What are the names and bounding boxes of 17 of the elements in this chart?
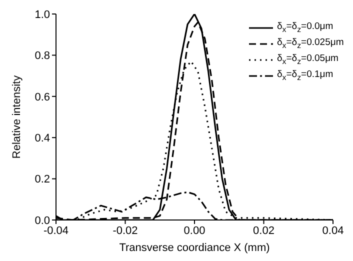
y-tick-label: 0.4 xyxy=(34,132,50,145)
y-tick-label: 0.8 xyxy=(34,50,50,62)
y-tick-label: 0.6 xyxy=(34,91,50,104)
y-tick-label: 0.2 xyxy=(34,174,50,186)
legend-label: δ$_{x}$=δ$_{z}$=0.0μm xyxy=(277,20,334,36)
y-axis-title: Relative intensity xyxy=(11,74,23,159)
x-tick-label: 0.04 xyxy=(322,224,344,237)
x-tick-label: 0.02 xyxy=(253,224,274,237)
x-axis-title: Transverse coordiance X (mm) xyxy=(119,242,270,254)
y-tick-label: 0.0 xyxy=(34,214,50,227)
x-tick-label: -0.02 xyxy=(112,224,138,237)
legend-label: δ$_{x}$=δ$_{z}$=0.05μm xyxy=(277,52,338,68)
legend-label: δ$_{x}$=δ$_{z}$=0.025μm xyxy=(277,36,344,52)
y-tick-label: 1.0 xyxy=(34,8,50,21)
legend-label: δ$_{x}$=δ$_{z}$=0.1μm xyxy=(277,68,334,84)
x-tick-label: -0.04 xyxy=(43,224,69,237)
x-tick-label: 0.00 xyxy=(184,224,206,237)
